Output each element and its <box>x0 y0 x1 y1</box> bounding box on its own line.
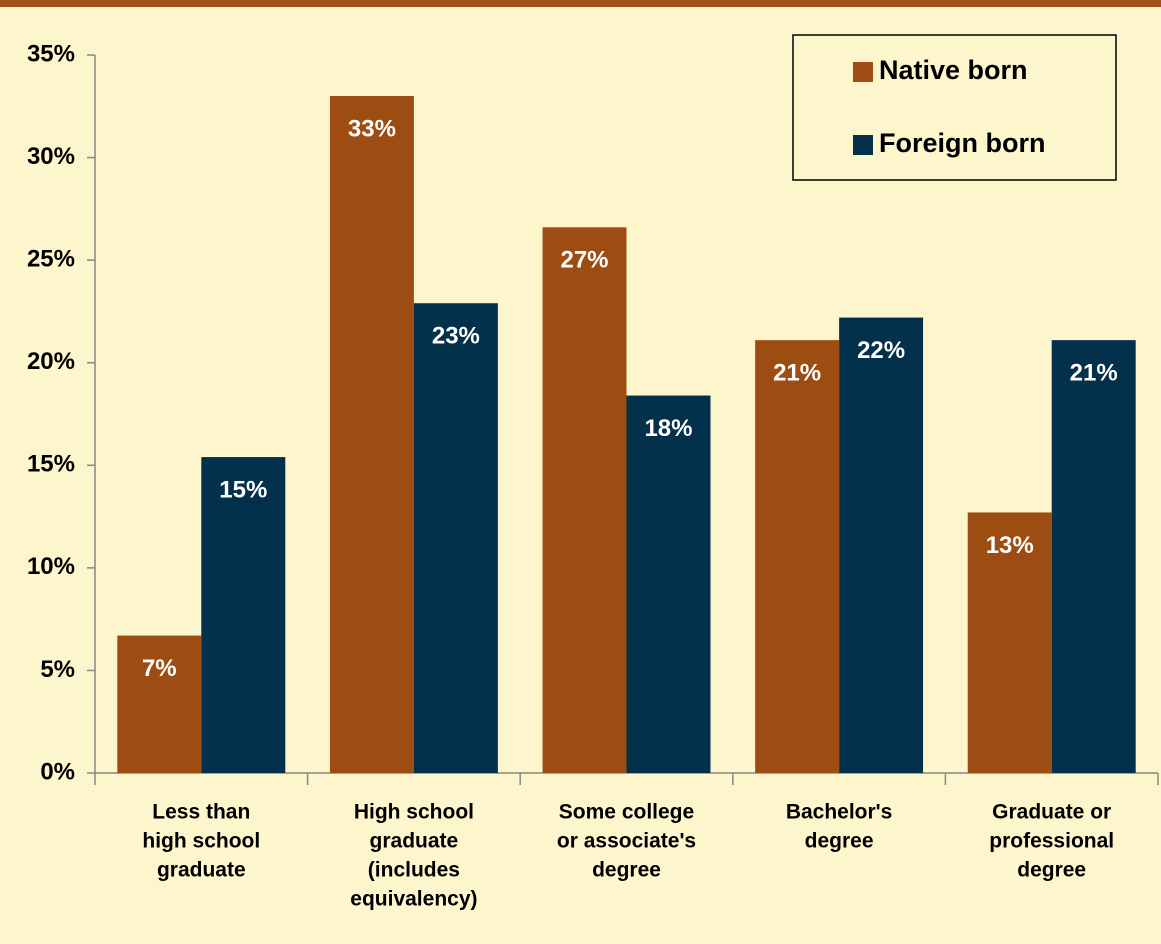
bar <box>117 635 202 773</box>
y-tick-label: 0% <box>40 758 75 785</box>
x-tick-label: Graduate or <box>992 801 1111 824</box>
bar <box>755 340 840 773</box>
legend-label: Foreign born <box>879 128 1045 158</box>
x-tick-label: degree <box>1017 859 1086 882</box>
x-tick-label: graduate <box>157 859 246 882</box>
legend-swatch <box>853 62 873 82</box>
x-tick-label: degree <box>805 830 874 853</box>
x-tick-label: professional <box>989 830 1114 853</box>
x-tick-label: Less than <box>152 801 250 824</box>
top-stripe <box>0 0 1161 7</box>
x-tick-label: high school <box>142 830 260 853</box>
bar <box>626 395 711 773</box>
bar <box>201 457 286 773</box>
x-tick-label: Some college <box>559 801 694 824</box>
value-label: 13% <box>986 532 1034 559</box>
bar <box>839 317 924 773</box>
y-tick-label: 10% <box>27 553 75 580</box>
y-tick-label: 15% <box>27 451 75 478</box>
value-label: 33% <box>348 115 396 142</box>
bar <box>967 512 1052 773</box>
legend-label: Native born <box>879 55 1028 85</box>
value-label: 27% <box>560 247 608 274</box>
x-tick-label: equivalency) <box>350 888 477 911</box>
y-tick-label: 35% <box>27 40 75 67</box>
value-label: 21% <box>1070 359 1118 386</box>
y-tick-label: 5% <box>40 656 75 683</box>
x-tick-label: (includes <box>368 859 460 882</box>
legend-box <box>792 34 1117 181</box>
value-label: 21% <box>773 359 821 386</box>
value-label: 23% <box>432 323 480 350</box>
bar <box>329 96 414 774</box>
bar <box>413 303 498 773</box>
x-tick-label: graduate <box>370 830 459 853</box>
value-label: 7% <box>142 655 177 682</box>
value-label: 18% <box>644 415 692 442</box>
y-tick-label: 25% <box>27 245 75 272</box>
y-tick-label: 20% <box>27 348 75 375</box>
legend-swatch <box>853 135 873 155</box>
y-tick-label: 30% <box>27 143 75 170</box>
bar <box>1051 340 1136 773</box>
x-tick-label: or associate's <box>557 830 696 853</box>
x-tick-label: High school <box>354 801 474 824</box>
x-tick-label: Bachelor's <box>786 801 893 824</box>
bar <box>542 227 627 773</box>
value-label: 22% <box>857 337 905 364</box>
x-tick-label: degree <box>592 859 661 882</box>
value-label: 15% <box>219 476 267 503</box>
